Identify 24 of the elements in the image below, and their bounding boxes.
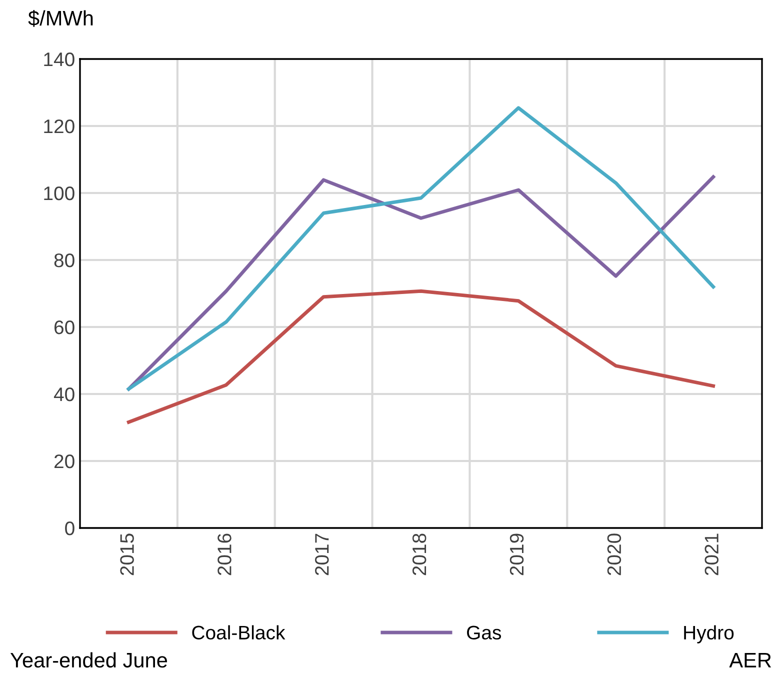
- text: Year-ended June: [10, 652, 168, 668]
- x-tick-label: 2021: [704, 534, 719, 576]
- y-tick-label: 60: [54, 320, 74, 334]
- x-tick-label: 2016: [218, 534, 232, 576]
- legend-label: Hydro: [684, 625, 734, 644]
- text: AER: [729, 653, 772, 668]
- line-series: [126, 289, 716, 424]
- y-axis-title: $/MWh: [28, 10, 93, 27]
- legend-label: Gas: [467, 626, 502, 640]
- y-tick-label: 40: [54, 387, 74, 402]
- y-tick-label: 80: [54, 253, 74, 268]
- y-tick-label: 20: [54, 454, 74, 468]
- x-tick-label: 2019: [510, 534, 524, 576]
- line-series: [126, 106, 716, 391]
- x-tick-label: 2017: [315, 534, 329, 576]
- y-tick-label: 100: [44, 186, 74, 200]
- legend-label: Coal-Black: [192, 625, 286, 640]
- x-tick-label: 2018: [412, 534, 426, 576]
- line-series: [126, 175, 716, 391]
- x-tick-label: 2015: [120, 534, 134, 576]
- y-tick-label: 140: [44, 52, 74, 66]
- x-tick-label: 2020: [607, 534, 622, 576]
- y-tick-label: 120: [44, 119, 74, 134]
- y-tick-label: 0: [65, 521, 74, 536]
